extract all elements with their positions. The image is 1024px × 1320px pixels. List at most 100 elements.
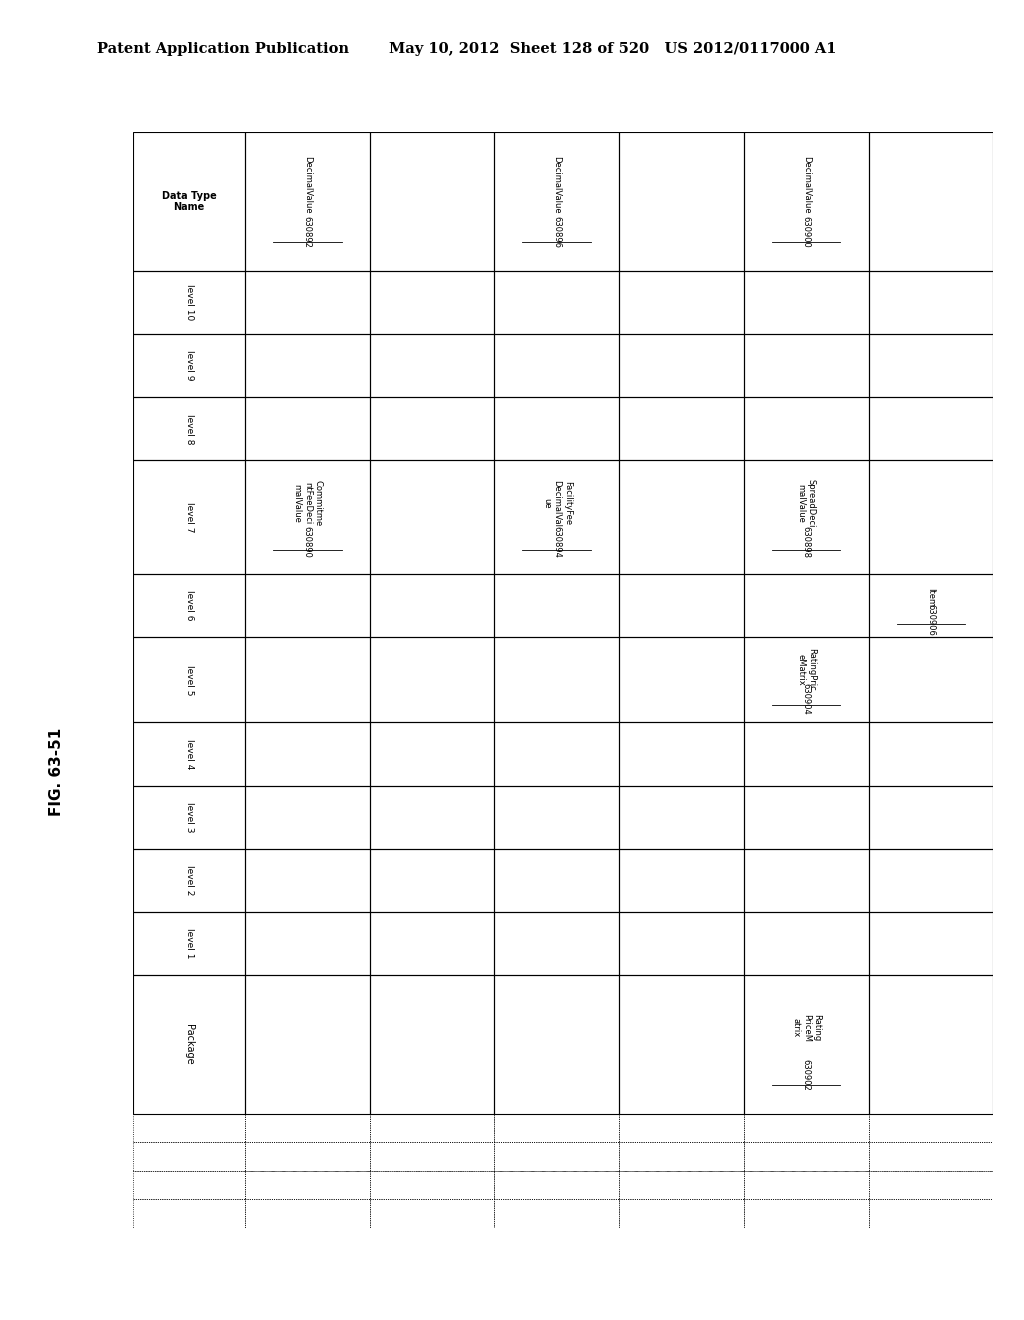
Bar — [868, 397, 993, 461]
Bar — [133, 1171, 245, 1199]
Bar — [370, 722, 495, 785]
Bar — [495, 1142, 620, 1171]
Bar — [370, 461, 495, 574]
Text: level 8: level 8 — [184, 413, 194, 444]
Text: DecimalValue: DecimalValue — [303, 156, 311, 214]
Text: 630892: 630892 — [303, 216, 311, 248]
Bar — [743, 1142, 868, 1171]
Bar — [370, 132, 495, 271]
Text: Commitme
ntFeeDeci
malValue: Commitme ntFeeDeci malValue — [293, 480, 323, 527]
Text: Item: Item — [927, 589, 935, 607]
Text: DecimalValue: DecimalValue — [552, 156, 561, 214]
Bar — [495, 334, 620, 397]
Bar — [868, 461, 993, 574]
Bar — [245, 1142, 370, 1171]
Bar — [245, 397, 370, 461]
Bar — [245, 1199, 370, 1228]
Bar — [743, 975, 868, 1114]
Bar — [495, 975, 620, 1114]
Bar — [370, 1171, 495, 1199]
Bar — [370, 397, 495, 461]
Bar — [743, 132, 868, 271]
Bar — [370, 785, 495, 849]
Bar — [495, 397, 620, 461]
Bar — [743, 461, 868, 574]
Bar — [245, 638, 370, 722]
Text: level 7: level 7 — [184, 502, 194, 532]
Bar — [743, 574, 868, 638]
Bar — [245, 334, 370, 397]
Bar — [245, 574, 370, 638]
Bar — [868, 912, 993, 975]
Bar — [620, 132, 743, 271]
Text: level 10: level 10 — [184, 284, 194, 321]
Bar — [495, 132, 620, 271]
Text: 630904: 630904 — [802, 682, 811, 714]
Bar — [495, 574, 620, 638]
Text: level 2: level 2 — [184, 865, 194, 895]
Text: RatingPric
eMatrix: RatingPric eMatrix — [797, 648, 816, 690]
Text: level 5: level 5 — [184, 664, 194, 696]
Text: May 10, 2012  Sheet 128 of 520   US 2012/0117000 A1: May 10, 2012 Sheet 128 of 520 US 2012/01… — [389, 42, 837, 57]
Bar — [245, 849, 370, 912]
Text: level 9: level 9 — [184, 350, 194, 381]
Bar — [370, 574, 495, 638]
Bar — [133, 1142, 245, 1171]
Bar — [133, 722, 245, 785]
Bar — [133, 1114, 245, 1142]
Bar — [495, 785, 620, 849]
Bar — [133, 397, 245, 461]
Bar — [133, 785, 245, 849]
Bar — [370, 849, 495, 912]
Bar — [743, 271, 868, 334]
Text: Rating
PriceM
atrix: Rating PriceM atrix — [792, 1014, 821, 1041]
Text: 630906: 630906 — [927, 603, 935, 635]
Bar — [133, 849, 245, 912]
Bar — [133, 132, 245, 271]
Bar — [868, 1142, 993, 1171]
Bar — [743, 912, 868, 975]
Bar — [620, 912, 743, 975]
Bar — [868, 1199, 993, 1228]
Text: Data Type
Name: Data Type Name — [162, 190, 216, 213]
Bar — [370, 638, 495, 722]
Bar — [868, 975, 993, 1114]
Bar — [370, 271, 495, 334]
Bar — [743, 849, 868, 912]
Bar — [495, 271, 620, 334]
Bar — [245, 271, 370, 334]
Text: level 6: level 6 — [184, 590, 194, 620]
Bar — [743, 785, 868, 849]
Bar — [743, 1199, 868, 1228]
Bar — [495, 461, 620, 574]
Text: level 1: level 1 — [184, 928, 194, 958]
Text: Package: Package — [184, 1024, 194, 1065]
Bar — [868, 132, 993, 271]
Bar — [495, 1114, 620, 1142]
Bar — [620, 975, 743, 1114]
Text: SpreadDeci
malValue: SpreadDeci malValue — [797, 479, 816, 528]
Bar — [620, 271, 743, 334]
Bar — [133, 574, 245, 638]
Bar — [868, 1171, 993, 1199]
Bar — [370, 334, 495, 397]
Bar — [620, 574, 743, 638]
Bar — [133, 1199, 245, 1228]
Text: 630896: 630896 — [552, 216, 561, 248]
Bar — [743, 334, 868, 397]
Bar — [245, 785, 370, 849]
Text: 630890: 630890 — [303, 527, 311, 558]
Bar — [245, 912, 370, 975]
Bar — [620, 1114, 743, 1142]
Bar — [868, 574, 993, 638]
Bar — [495, 912, 620, 975]
Bar — [620, 334, 743, 397]
Bar — [245, 461, 370, 574]
Bar — [133, 334, 245, 397]
Text: FIG. 63-51: FIG. 63-51 — [49, 729, 63, 816]
Text: level 4: level 4 — [184, 739, 194, 770]
Bar — [868, 638, 993, 722]
Bar — [743, 397, 868, 461]
Bar — [133, 271, 245, 334]
Bar — [620, 461, 743, 574]
